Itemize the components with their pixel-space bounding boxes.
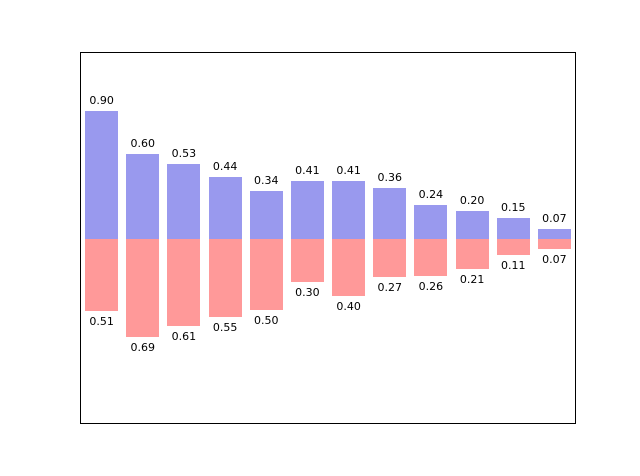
upper-bar-value-label: 0.41 [336,164,361,177]
upper-bar [290,181,324,239]
lower-bar-value-label: 0.61 [171,330,197,343]
upper-bar [332,181,366,239]
upper-bar-value-label: 0.07 [542,212,567,225]
lower-bar-value-label: 0.30 [295,286,320,299]
lower-bar-value-label: 0.07 [542,253,567,266]
upper-bar-value-label: 0.53 [171,147,197,160]
lower-bar-value-label: 0.55 [212,321,238,334]
lower-bar-value-label: 0.50 [254,314,279,327]
lower-bar [85,239,119,311]
lower-bar [332,239,366,296]
lower-bar [290,239,324,282]
lower-bar-value-label: 0.11 [501,259,526,272]
upper-bar-value-label: 0.90 [89,94,114,107]
bars-layer: 0.90 0.51 0.60 0.69 0.53 0.61 0.44 0.55 0.34 0.50… [81,53,575,423]
lower-bar [249,239,283,310]
upper-bar-value-label: 0.15 [501,201,526,214]
upper-bar-value-label: 0.44 [212,160,238,173]
lower-bar-value-label: 0.51 [89,315,114,328]
lower-bar [455,239,489,269]
lower-bar [167,239,201,326]
upper-bar [167,164,201,239]
upper-bar-value-label: 0.20 [459,194,485,207]
lower-bar [496,239,530,255]
upper-bar [249,191,283,239]
upper-bar-value-label: 0.41 [295,164,320,177]
lower-bar-value-label: 0.26 [418,280,444,293]
lower-bar-value-label: 0.21 [459,273,485,286]
upper-bar [537,229,571,239]
lower-bar-value-label: 0.27 [377,281,403,294]
upper-bar [208,177,242,239]
upper-bar-value-label: 0.24 [418,188,444,201]
upper-bar [455,211,489,239]
lower-bar-value-label: 0.40 [336,300,361,313]
upper-bar-value-label: 0.34 [254,174,279,187]
lower-bar-value-label: 0.69 [130,341,156,354]
lower-bar [537,239,571,249]
upper-bar [85,111,119,239]
lower-bar [208,239,242,317]
lower-bar [414,239,448,276]
upper-bar [126,154,160,239]
upper-bar [496,218,530,239]
upper-bar [373,188,407,239]
upper-bar-value-label: 0.36 [377,171,403,184]
plot-area: 0.90 0.51 0.60 0.69 0.53 0.61 0.44 0.55 0.34 0.50… [80,52,576,424]
upper-bar [414,205,448,239]
lower-bar [373,239,407,277]
upper-bar-value-label: 0.60 [130,137,156,150]
lower-bar [126,239,160,337]
